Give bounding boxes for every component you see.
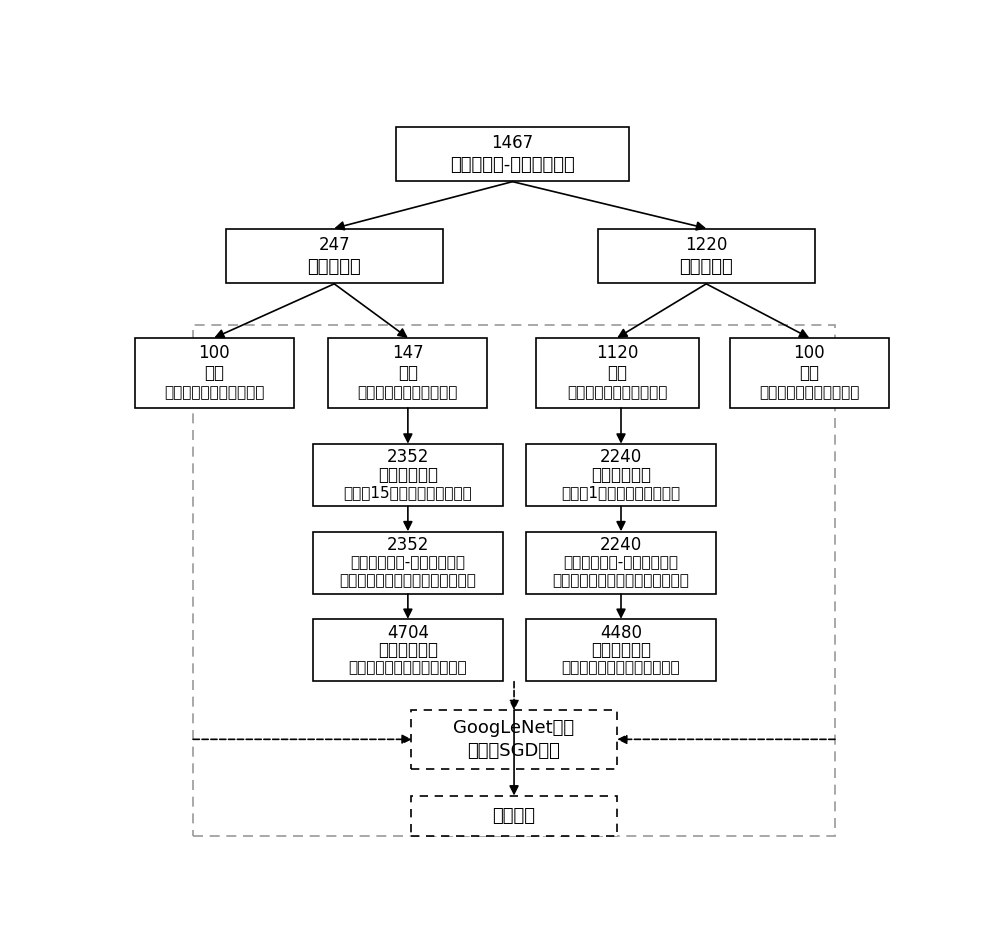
Text: 训练: 训练 bbox=[398, 364, 418, 382]
Text: GoogLeNet模型: GoogLeNet模型 bbox=[453, 719, 575, 737]
Text: 4480: 4480 bbox=[600, 624, 642, 642]
Bar bbox=[526, 532, 716, 593]
Text: 操作：沿波段轴计算平均光谱图像: 操作：沿波段轴计算平均光谱图像 bbox=[553, 573, 689, 588]
Bar bbox=[396, 126, 629, 181]
Text: 247: 247 bbox=[318, 236, 350, 254]
Text: 操作：SGD优化: 操作：SGD优化 bbox=[468, 742, 560, 760]
Text: 100: 100 bbox=[794, 344, 825, 362]
Text: 穗瘟预测: 穗瘟预测 bbox=[493, 807, 536, 825]
Bar bbox=[328, 338, 487, 408]
Text: 2240: 2240 bbox=[600, 448, 642, 466]
Bar bbox=[135, 338, 294, 408]
Bar bbox=[526, 619, 716, 682]
Text: 1467: 1467 bbox=[491, 134, 534, 152]
Text: 4704: 4704 bbox=[387, 624, 429, 642]
Text: 高光谱图像-穗瘟病害标签: 高光谱图像-穗瘟病害标签 bbox=[450, 155, 575, 173]
Text: 1220: 1220 bbox=[685, 236, 727, 254]
Text: 操作：15轮随机扔弃波段增强: 操作：15轮随机扔弃波段增强 bbox=[344, 485, 472, 501]
Text: 2240: 2240 bbox=[600, 536, 642, 554]
Bar bbox=[193, 325, 835, 836]
Bar bbox=[226, 228, 443, 283]
Text: 平均光谱图像-穗瘟病害标签: 平均光谱图像-穗瘟病害标签 bbox=[350, 556, 465, 570]
Text: 操作：沿波段轴计算平均光谱图像: 操作：沿波段轴计算平均光谱图像 bbox=[339, 573, 476, 588]
Text: 操作：随机平移平均光谱亮度: 操作：随机平移平均光谱亮度 bbox=[562, 661, 680, 676]
Text: 100: 100 bbox=[198, 344, 230, 362]
Text: 操作：随机正负样本划分: 操作：随机正负样本划分 bbox=[358, 385, 458, 400]
Text: 增强正样本集: 增强正样本集 bbox=[591, 641, 651, 659]
Bar bbox=[526, 444, 716, 506]
Text: 2352: 2352 bbox=[387, 536, 429, 554]
Bar bbox=[598, 228, 815, 283]
Bar bbox=[730, 338, 889, 408]
Text: 操作：随机正负样本划分: 操作：随机正负样本划分 bbox=[759, 385, 860, 400]
Text: 测试: 测试 bbox=[204, 364, 224, 382]
Bar bbox=[313, 444, 503, 506]
Text: 147: 147 bbox=[392, 344, 424, 362]
Text: 平均光谱图像-穗瘟病害标签: 平均光谱图像-穗瘟病害标签 bbox=[564, 556, 678, 570]
Text: 增强负样本集: 增强负样本集 bbox=[378, 466, 438, 484]
Text: 穗瘟正样本: 穗瘟正样本 bbox=[679, 258, 733, 276]
Text: 操作：1轮随机扔弃波段增强: 操作：1轮随机扔弃波段增强 bbox=[561, 485, 681, 501]
Text: 操作：随机正负样本划分: 操作：随机正负样本划分 bbox=[567, 385, 667, 400]
Text: 2352: 2352 bbox=[387, 448, 429, 466]
Text: 穗瘟负样本: 穗瘟负样本 bbox=[307, 258, 361, 276]
Text: 操作：随机平移平均光谱亮度: 操作：随机平移平均光谱亮度 bbox=[349, 661, 467, 676]
Bar bbox=[536, 338, 698, 408]
Text: 操作：随机正负样本划分: 操作：随机正负样本划分 bbox=[164, 385, 264, 400]
Text: 增强负样本集: 增强负样本集 bbox=[378, 641, 438, 659]
Text: 1120: 1120 bbox=[596, 344, 638, 362]
Bar bbox=[411, 796, 617, 836]
Text: 测试: 测试 bbox=[799, 364, 819, 382]
Text: 增强正样本集: 增强正样本集 bbox=[591, 466, 651, 484]
Text: 训练: 训练 bbox=[607, 364, 627, 382]
Bar bbox=[313, 619, 503, 682]
Bar bbox=[411, 710, 617, 769]
Bar bbox=[313, 532, 503, 593]
